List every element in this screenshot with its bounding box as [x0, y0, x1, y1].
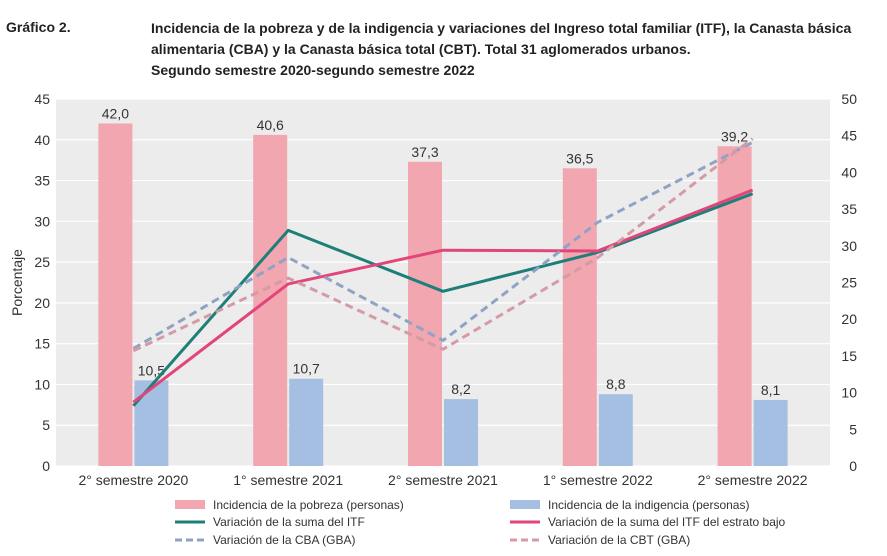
y2-tick-label: 10 [841, 385, 857, 401]
y2-tick-label: 5 [849, 421, 857, 437]
x-tick-label: 1° semestre 2021 [233, 472, 343, 488]
y2-tick-label: 35 [841, 201, 857, 217]
legend-label-2: Incidencia de la indigencia (personas) [548, 498, 749, 512]
data-label-indigencia: 8,1 [761, 382, 781, 398]
legend-swatch-2 [510, 500, 540, 509]
line-series-3 [132, 140, 754, 350]
y-tick-label: 25 [34, 254, 50, 270]
line-series-2 [132, 188, 754, 404]
chart-title-line-3: Segundo semestre 2020-segundo semestre 2… [151, 62, 475, 78]
x-tick-label: 2° semestre 2020 [78, 472, 188, 488]
y2-tick-label: 0 [849, 458, 857, 474]
chart-title-line-1: Incidencia de la pobreza y de la indigen… [151, 20, 852, 36]
y-tick-label: 20 [34, 295, 50, 311]
bar-pobreza [408, 161, 442, 466]
bar-indigencia [753, 399, 788, 466]
line-series-4 [132, 137, 754, 353]
y-tick-label: 5 [42, 417, 50, 433]
legend-label-4: Variación de la suma del ITF del estrato… [548, 515, 786, 529]
data-label-indigencia: 10,5 [138, 362, 165, 378]
data-label-pobreza: 37,3 [411, 144, 438, 160]
x-tick-label: 1° semestre 2022 [543, 472, 653, 488]
chart-title-line-2: alimentaria (CBA) y la Canasta básica to… [151, 41, 691, 57]
legend-label-6: Variación de la CBT (GBA) [548, 533, 690, 547]
data-label-indigencia: 8,2 [451, 381, 471, 397]
y2-tick-label: 30 [841, 238, 857, 254]
y2-tick-label: 25 [841, 275, 857, 291]
y-tick-label: 45 [34, 91, 50, 107]
bar-indigencia [444, 399, 478, 466]
bar-indigencia [134, 380, 169, 466]
y2-tick-label: 50 [841, 91, 857, 107]
y-tick-label: 0 [42, 458, 50, 474]
legend-swatch-1 [175, 500, 205, 509]
bar-indigencia [598, 394, 633, 466]
bar-pobreza [253, 134, 288, 466]
bar-pobreza [562, 168, 597, 467]
legend-label-1: Incidencia de la pobreza (personas) [213, 498, 404, 512]
y-tick-label: 30 [34, 213, 50, 229]
y2-tick-label: 40 [841, 164, 857, 180]
y-tick-label: 15 [34, 336, 50, 352]
data-label-pobreza: 40,6 [257, 117, 284, 133]
y2-tick-label: 20 [841, 311, 857, 327]
x-tick-label: 2° semestre 2021 [388, 472, 498, 488]
legend-label-5: Variación de la CBA (GBA) [213, 533, 356, 547]
data-label-indigencia: 10,7 [293, 361, 320, 377]
figure-number: Gráfico 2. [6, 19, 71, 35]
y2-tick-label: 15 [841, 348, 857, 364]
y-tick-label: 35 [34, 173, 50, 189]
plot-area [56, 99, 830, 466]
y-tick-label: 40 [34, 132, 50, 148]
data-label-pobreza: 36,5 [566, 150, 593, 166]
legend-label-3: Variación de la suma del ITF [213, 515, 365, 529]
bar-pobreza [717, 146, 752, 466]
y2-tick-label: 45 [841, 128, 857, 144]
data-label-pobreza: 42,0 [102, 105, 129, 121]
x-tick-label: 2° semestre 2022 [698, 472, 808, 488]
data-label-pobreza: 39,2 [721, 128, 748, 144]
bar-pobreza [98, 123, 133, 466]
bar-indigencia [289, 378, 324, 466]
chart-title: Incidencia de la pobreza y de la indigen… [151, 18, 881, 81]
y-tick-label: 10 [34, 376, 50, 392]
y-axis-label: Porcentaje [9, 249, 25, 316]
data-label-indigencia: 8,8 [606, 376, 626, 392]
